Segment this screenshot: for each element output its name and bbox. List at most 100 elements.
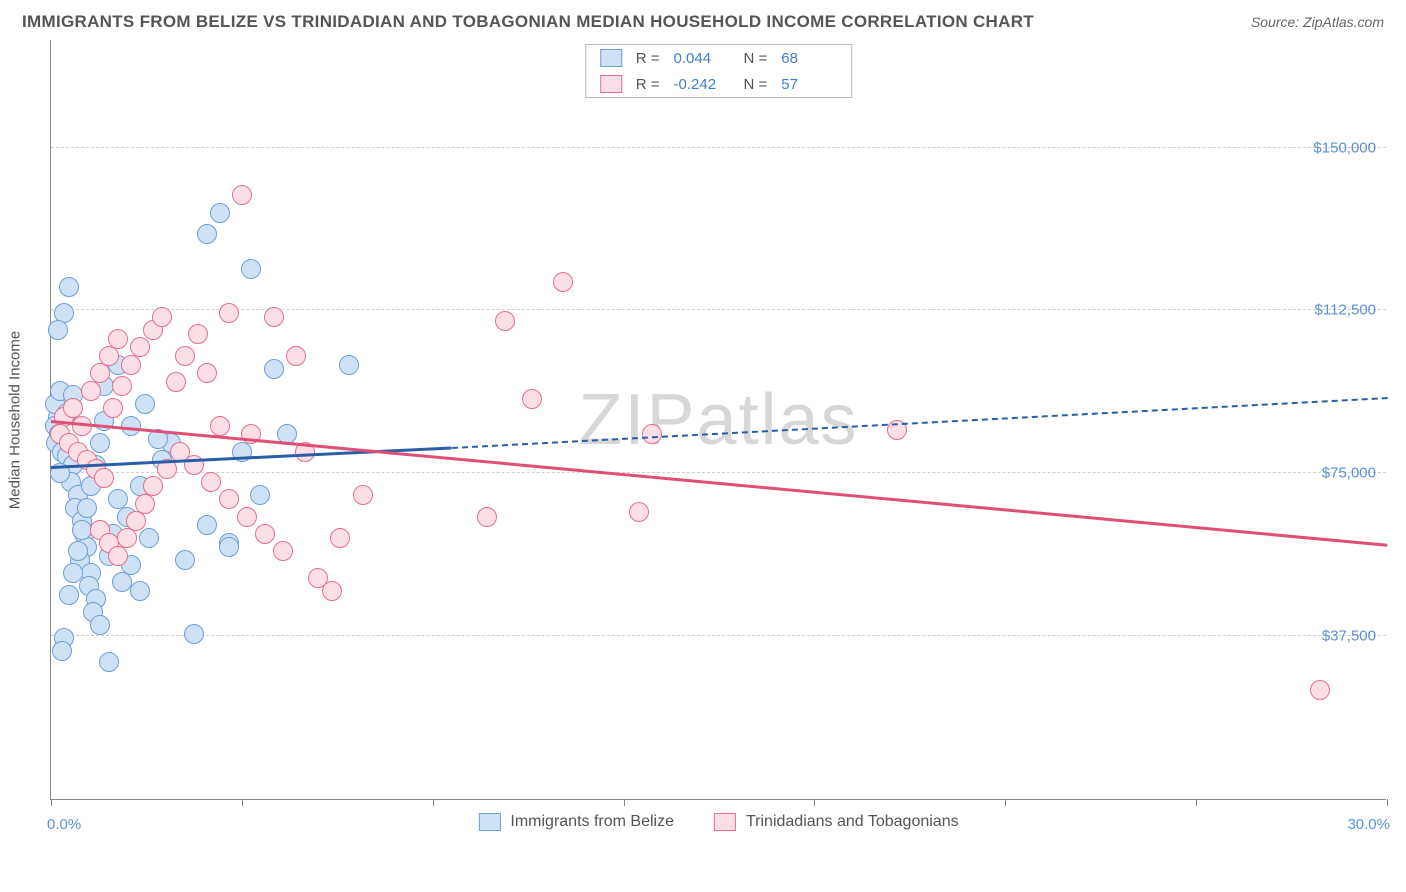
data-point-trinidad [112, 376, 132, 396]
data-point-trinidad [255, 524, 275, 544]
gridline [51, 147, 1386, 148]
data-point-trinidad [642, 424, 662, 444]
gridline [51, 635, 1386, 636]
data-point-belize [219, 537, 239, 557]
data-point-trinidad [210, 416, 230, 436]
data-point-trinidad [121, 355, 141, 375]
data-point-belize [250, 485, 270, 505]
data-point-belize [210, 203, 230, 223]
series-label: Immigrants from Belize [510, 813, 674, 831]
data-point-belize [197, 515, 217, 535]
data-point-trinidad [197, 363, 217, 383]
data-point-trinidad [219, 489, 239, 509]
y-tick-label: $112,500 [1315, 302, 1376, 319]
data-point-trinidad [175, 346, 195, 366]
data-point-belize [175, 550, 195, 570]
data-point-trinidad [219, 303, 239, 323]
data-point-belize [264, 359, 284, 379]
y-tick-label: $150,000 [1313, 139, 1376, 156]
source-value: ZipAtlas.com [1303, 14, 1384, 30]
data-point-trinidad [103, 398, 123, 418]
data-point-trinidad [94, 468, 114, 488]
data-point-trinidad [126, 511, 146, 531]
x-axis-max-label: 30.0% [1347, 816, 1390, 833]
chart-title: IMMIGRANTS FROM BELIZE VS TRINIDADIAN AN… [22, 12, 1034, 32]
data-point-trinidad [273, 541, 293, 561]
data-point-trinidad [117, 528, 137, 548]
data-point-trinidad [477, 507, 497, 527]
n-label: N = [744, 76, 768, 93]
data-point-trinidad [81, 381, 101, 401]
x-tick [1387, 799, 1388, 806]
data-point-trinidad [108, 546, 128, 566]
data-point-belize [59, 277, 79, 297]
legend-row-belize: R =0.044N =68 [586, 45, 852, 71]
data-point-trinidad [232, 185, 252, 205]
data-point-belize [197, 224, 217, 244]
title-bar: IMMIGRANTS FROM BELIZE VS TRINIDADIAN AN… [0, 0, 1406, 40]
legend-correlation: R = 0.044 N = 68 R = -0.242 N = 57 [585, 44, 853, 98]
trend-line [51, 420, 1387, 547]
swatch-trinidad [714, 813, 736, 831]
data-point-belize [77, 498, 97, 518]
data-point-trinidad [152, 307, 172, 327]
n-value: 57 [781, 76, 837, 93]
x-tick [1196, 799, 1197, 806]
data-point-belize [90, 615, 110, 635]
data-point-trinidad [322, 581, 342, 601]
y-tick-label: $37,500 [1322, 628, 1376, 645]
data-point-belize [48, 320, 68, 340]
data-point-trinidad [264, 307, 284, 327]
data-point-belize [339, 355, 359, 375]
data-point-trinidad [237, 507, 257, 527]
y-tick-label: $75,000 [1322, 465, 1376, 482]
chart-area: ZIPatlas R =0.044N =68R =-0.242N =57 Med… [50, 40, 1386, 830]
x-tick [814, 799, 815, 806]
data-point-trinidad [330, 528, 350, 548]
data-point-trinidad [629, 502, 649, 522]
n-value: 68 [781, 50, 837, 67]
x-tick [624, 799, 625, 806]
data-point-belize [241, 259, 261, 279]
r-value: -0.242 [674, 76, 730, 93]
n-label: N = [744, 50, 768, 67]
data-point-trinidad [99, 346, 119, 366]
x-tick [242, 799, 243, 806]
data-point-belize [139, 528, 159, 548]
data-point-trinidad [201, 472, 221, 492]
r-value: 0.044 [674, 50, 730, 67]
r-label: R = [636, 76, 660, 93]
legend-item-belize: Immigrants from Belize [478, 813, 674, 831]
data-point-trinidad [166, 372, 186, 392]
x-tick [433, 799, 434, 806]
swatch-belize [478, 813, 500, 831]
swatch-trinidad [600, 75, 622, 93]
trend-line [452, 397, 1387, 449]
data-point-belize [90, 433, 110, 453]
data-point-belize [68, 541, 88, 561]
plot-region: ZIPatlas R =0.044N =68R =-0.242N =57 Med… [50, 40, 1386, 800]
data-point-trinidad [353, 485, 373, 505]
gridline [51, 309, 1386, 310]
y-axis-title: Median Household Income [7, 330, 24, 508]
data-point-belize [121, 416, 141, 436]
legend-row-trinidad: R = -0.242 N = 57 [586, 71, 852, 97]
source-label: Source: [1251, 14, 1303, 30]
gridline [51, 472, 1386, 473]
data-point-belize [130, 581, 150, 601]
data-point-belize [63, 563, 83, 583]
watermark: ZIPatlas [578, 379, 858, 461]
series-label: Trinidadians and Tobagonians [746, 813, 959, 831]
swatch-belize [600, 49, 622, 67]
legend-item-trinidad: Trinidadians and Tobagonians [714, 813, 959, 831]
data-point-trinidad [495, 311, 515, 331]
data-point-belize [59, 585, 79, 605]
data-point-trinidad [286, 346, 306, 366]
data-point-trinidad [1310, 680, 1330, 700]
legend-series: Immigrants from Belize Trinidadians and T… [478, 813, 958, 831]
data-point-trinidad [143, 476, 163, 496]
x-tick [1005, 799, 1006, 806]
data-point-trinidad [184, 455, 204, 475]
data-point-trinidad [522, 389, 542, 409]
data-point-belize [135, 394, 155, 414]
